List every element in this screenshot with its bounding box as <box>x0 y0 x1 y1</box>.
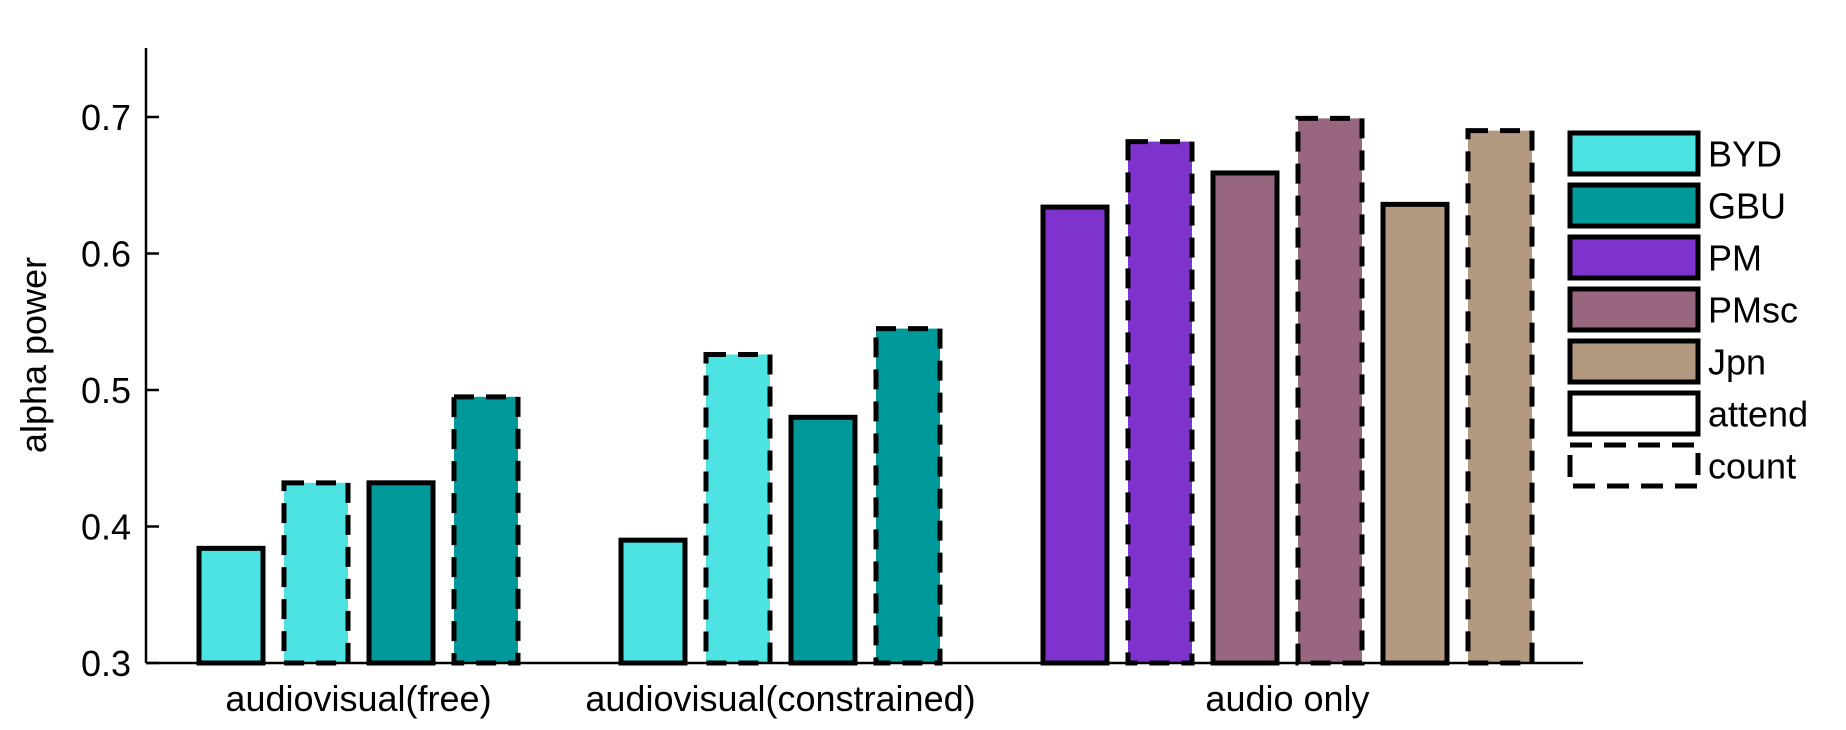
legend-label-attend: attend <box>1708 394 1808 435</box>
y-tick-label: 0.4 <box>81 507 131 548</box>
legend-label-count: count <box>1708 446 1796 487</box>
legend: BYD GBU PM PMsc Jpn attend count <box>1567 130 1808 489</box>
y-tick-label: 0.5 <box>81 370 131 411</box>
axes-layer <box>144 48 1583 665</box>
bar-byd-count <box>703 352 773 666</box>
legend-swatch-count <box>1567 442 1701 489</box>
y-tick-label: 0.3 <box>81 643 131 684</box>
bar-pm-count <box>1125 139 1195 666</box>
bar-jpn-count <box>1465 128 1535 666</box>
x-category-label: audiovisual(constrained) <box>585 678 975 719</box>
bar-gbu-attend <box>788 414 858 666</box>
legend-label-byd: BYD <box>1708 134 1782 175</box>
bars-layer <box>196 115 1535 666</box>
bar-pm-attend <box>1040 204 1110 666</box>
bar-gbu-attend <box>366 480 436 666</box>
bar-jpn-attend <box>1380 201 1450 666</box>
legend-label-pm: PM <box>1708 238 1762 279</box>
bar-pmsc-attend <box>1210 170 1280 666</box>
legend-label-gbu: GBU <box>1708 186 1786 227</box>
bar-gbu-count <box>873 326 943 666</box>
legend-swatch-pm <box>1567 234 1701 281</box>
y-axis-title: alpha power <box>13 257 54 453</box>
legend-swatch-byd <box>1567 130 1701 177</box>
bar-byd-attend <box>196 545 266 666</box>
bar-pmsc-count <box>1295 115 1365 666</box>
x-category-label: audiovisual(free) <box>225 678 491 719</box>
legend-label-jpn: Jpn <box>1708 342 1766 383</box>
bar-byd-count <box>281 480 351 666</box>
y-tick-label: 0.7 <box>81 97 131 138</box>
legend-swatch-pmsc <box>1567 286 1701 333</box>
legend-swatch-jpn <box>1567 338 1701 385</box>
labels-layer: 0.3 0.4 0.5 0.6 0.7 alpha power audiovisual(fr… <box>13 97 1370 719</box>
legend-swatch-attend <box>1567 390 1701 437</box>
y-tick-label: 0.6 <box>81 234 131 275</box>
legend-swatch-gbu <box>1567 182 1701 229</box>
bar-byd-attend <box>618 537 688 666</box>
legend-label-pmsc: PMsc <box>1708 290 1798 331</box>
bar-gbu-count <box>451 394 521 666</box>
x-category-label: audio only <box>1205 678 1369 719</box>
